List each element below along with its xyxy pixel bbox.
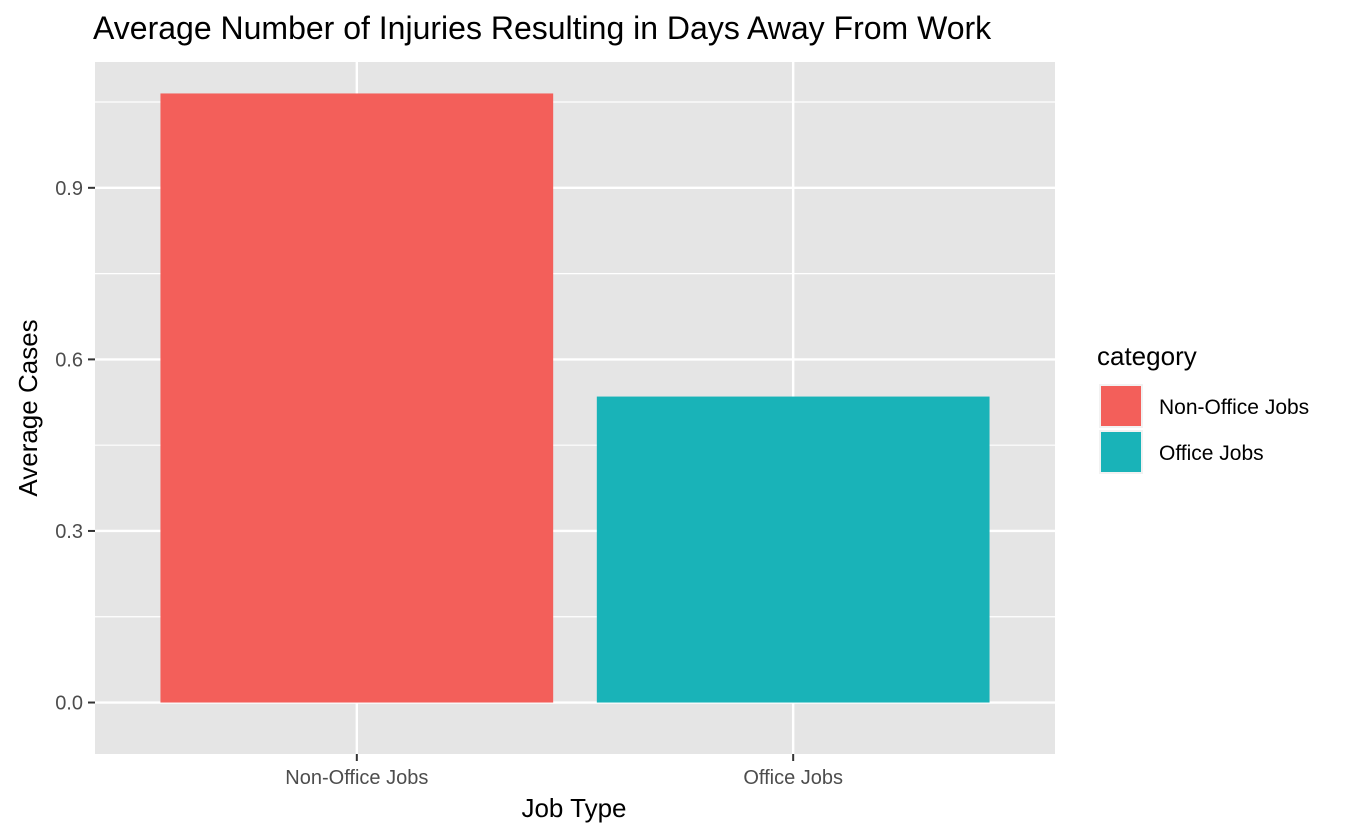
legend-items: Non-Office Jobs Office Jobs [1099,384,1309,474]
y-tick-label: 0.3 [55,521,83,543]
legend-label: Non-Office Jobs [1159,396,1309,419]
y-axis: 0.0 0.3 0.6 0.9 [55,178,95,715]
y-tick-label: 0.6 [55,349,83,371]
x-tick-label: Office Jobs [743,767,843,789]
legend-label: Office Jobs [1159,442,1264,465]
bar-non-office-jobs [160,93,554,703]
legend: category Non-Office Jobs Office Jobs [1097,341,1309,474]
legend-key-swatch [1101,386,1141,426]
chart-title: Average Number of Injuries Resulting in … [93,10,992,46]
y-axis-title: Average Cases [13,319,43,496]
y-tick-label: 0.9 [55,178,83,200]
x-axis: Non-Office Jobs Office Jobs [285,754,843,789]
y-tick-label: 0.0 [55,693,83,715]
bar-office-jobs [596,396,990,703]
bars [160,93,990,703]
x-tick-label: Non-Office Jobs [285,767,428,789]
x-axis-title: Job Type [521,793,626,823]
legend-key-swatch [1101,432,1141,472]
legend-title: category [1097,341,1197,371]
